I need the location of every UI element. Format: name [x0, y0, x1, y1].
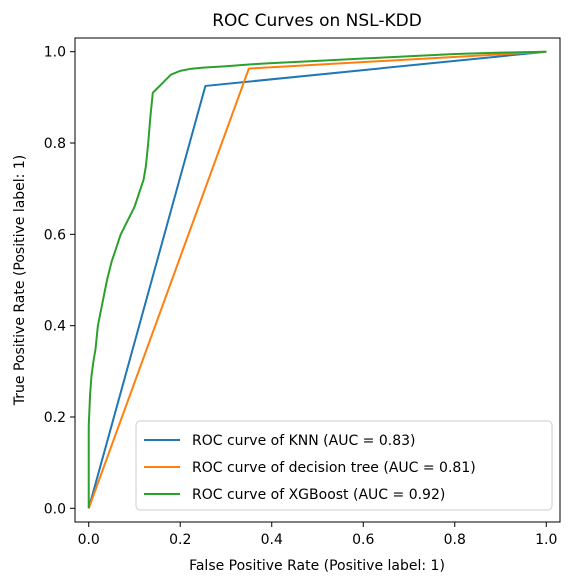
x-tick-label: 1.0: [535, 532, 557, 548]
x-tick-label: 0.6: [352, 532, 374, 548]
x-tick-label: 0.0: [78, 532, 100, 548]
y-tick-label: 0.8: [44, 136, 66, 152]
plot-area-frame: [74, 37, 561, 523]
x-tick-label: 0.8: [444, 532, 466, 548]
legend-box: [135, 420, 553, 511]
y-axis-ticks: 0.0 0.2 0.4 0.6 0.8 1.0: [44, 45, 75, 517]
legend-label-2: ROC curve of decision tree (AUC = 0.81): [192, 460, 476, 476]
y-tick-label: 0.6: [44, 227, 66, 243]
y-tick-label: 0.2: [44, 410, 66, 426]
y-tick-label: 0.0: [44, 501, 66, 517]
x-tick-label: 0.2: [169, 532, 191, 548]
x-tick-label: 0.4: [261, 532, 283, 548]
x-axis-ticks: 0.0 0.2 0.4 0.6 0.8 1.0: [78, 522, 557, 548]
legend-label-3: ROC curve of XGBoost (AUC = 0.92): [192, 487, 445, 503]
x-axis-label: False Positive Rate (Positive label: 1): [189, 558, 445, 574]
series-line-1: [87, 50, 547, 509]
series-layer: [87, 50, 547, 509]
series-line-3: [87, 50, 547, 509]
legend-label-1: ROC curve of KNN (AUC = 0.83): [192, 433, 416, 449]
series-line-2: [87, 50, 547, 509]
legend: ROC curve of KNN (AUC = 0.83) ROC curve o…: [135, 420, 553, 511]
y-axis-label: True Positive Rate (Positive label: 1): [12, 155, 28, 406]
y-tick-label: 1.0: [44, 45, 66, 61]
chart-title: ROC Curves on NSL-KDD: [212, 11, 422, 31]
y-tick-label: 0.4: [44, 319, 66, 335]
